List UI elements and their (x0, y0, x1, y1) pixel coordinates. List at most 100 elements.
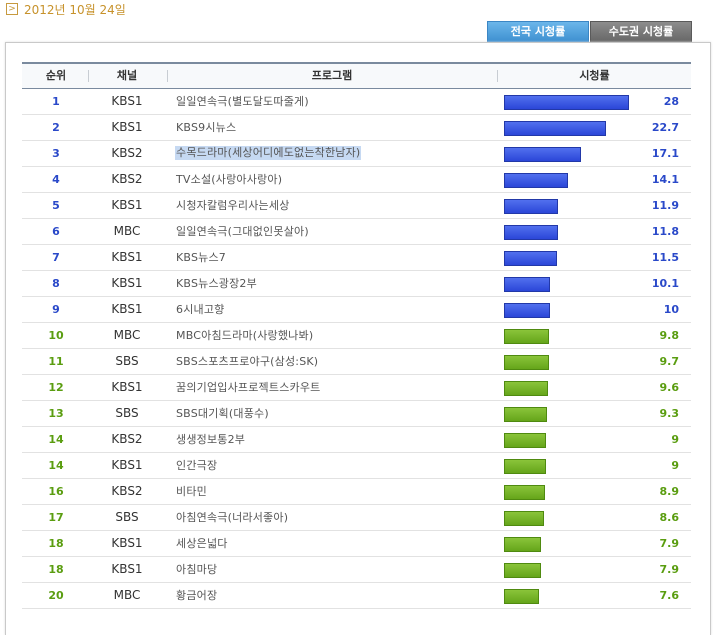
program-link[interactable]: 아침마당 (176, 563, 218, 576)
tab-capital-ratings[interactable]: 수도권 시청률 (590, 21, 692, 43)
table-row: 14 KBS1 인간극장 9 (22, 453, 691, 479)
channel-cell: KBS2 (111, 484, 143, 498)
rating-bar (504, 485, 545, 500)
table-row: 7 KBS1 KBS뉴스7 11.5 (22, 245, 691, 271)
channel-cell: KBS1 (111, 562, 143, 576)
column-header-channel: 채널 (116, 69, 138, 82)
channel-cell: KBS1 (111, 458, 143, 472)
rating-bar (504, 329, 549, 344)
program-link[interactable]: 인간극장 (176, 459, 218, 472)
program-link[interactable]: 시청자칼럼우리사는세상 (176, 199, 290, 212)
rating-bar (504, 589, 539, 604)
table-row: 3 KBS2 수목드라마(세상어디에도없는착한남자) 17.1 (22, 141, 691, 167)
column-divider (497, 70, 498, 82)
rating-value: 9.6 (659, 381, 680, 394)
rank-cell: 1 (52, 95, 60, 108)
rating-value: 11.5 (651, 251, 679, 264)
rating-value: 9 (671, 433, 679, 446)
table-row: 10 MBC MBC아침드라마(사랑했나봐) 9.8 (22, 323, 691, 349)
rank-cell: 14 (48, 459, 64, 472)
ratings-panel (5, 42, 711, 635)
table-row: 17 SBS 아침연속극(너라서좋아) 8.6 (22, 505, 691, 531)
channel-cell: SBS (115, 354, 139, 368)
program-link[interactable]: 아침연속극(너라서좋아) (176, 511, 289, 524)
table-header: 순위 채널 프로그램 시청률 (22, 62, 691, 89)
rank-cell: 13 (48, 407, 64, 420)
table-row: 6 MBC 일일연속극(그대없인못살아) 11.8 (22, 219, 691, 245)
program-link[interactable]: 비타민 (176, 485, 207, 498)
table-row: 13 SBS SBS대기획(대풍수) 9.3 (22, 401, 691, 427)
channel-cell: KBS1 (111, 302, 143, 316)
rating-value: 9 (671, 459, 679, 472)
rating-value: 11.8 (651, 225, 679, 238)
rating-value: 8.6 (659, 511, 680, 524)
program-link[interactable]: 6시내고향 (176, 303, 225, 316)
program-link[interactable]: KBS뉴스광장2부 (176, 277, 257, 290)
channel-cell: KBS2 (111, 146, 143, 160)
rating-value: 7.9 (659, 563, 680, 576)
table-row: 14 KBS2 생생정보통2부 9 (22, 427, 691, 453)
channel-cell: SBS (115, 510, 139, 524)
rank-cell: 12 (48, 381, 64, 394)
rating-value: 8.9 (659, 485, 680, 498)
program-link[interactable]: 세상은넓다 (176, 537, 228, 550)
rank-cell: 18 (48, 563, 64, 576)
rating-bar (504, 511, 544, 526)
rating-bar (504, 381, 548, 396)
program-link[interactable]: 황금어장 (176, 589, 218, 602)
tab-national-ratings[interactable]: 전국 시청률 (487, 21, 589, 43)
channel-cell: MBC (113, 328, 141, 342)
channel-cell: KBS1 (111, 380, 143, 394)
channel-cell: KBS1 (111, 120, 143, 134)
channel-cell: KBS1 (111, 276, 143, 290)
rating-bar (504, 407, 547, 422)
rank-cell: 10 (48, 329, 64, 342)
program-link[interactable]: TV소설(사랑아사랑아) (176, 173, 283, 186)
channel-cell: KBS1 (111, 94, 143, 108)
table-row: 12 KBS1 꿈의기업입사프로젝트스카우트 9.6 (22, 375, 691, 401)
rating-value: 9.8 (659, 329, 680, 342)
program-link[interactable]: 꿈의기업입사프로젝트스카우트 (176, 381, 321, 394)
rating-bar (504, 459, 546, 474)
rating-bar (504, 147, 581, 162)
column-header-rank: 순위 (45, 69, 67, 82)
rank-cell: 8 (52, 277, 60, 290)
table-row: 1 KBS1 일일연속극(별도달도따줄게) 28 (22, 89, 691, 115)
rating-value: 7.9 (659, 537, 680, 550)
channel-cell: KBS1 (111, 536, 143, 550)
table-row: 2 KBS1 KBS9시뉴스 22.7 (22, 115, 691, 141)
channel-cell: SBS (115, 406, 139, 420)
program-link[interactable]: KBS뉴스7 (176, 251, 226, 264)
table-row: 9 KBS1 6시내고향 10 (22, 297, 691, 323)
channel-cell: KBS1 (111, 198, 143, 212)
table-row: 5 KBS1 시청자칼럼우리사는세상 11.9 (22, 193, 691, 219)
channel-cell: KBS2 (111, 172, 143, 186)
program-link[interactable]: 일일연속극(그대없인못살아) (176, 225, 309, 238)
program-link[interactable]: SBS스포츠프로야구(삼성:SK) (176, 355, 319, 368)
rank-cell: 18 (48, 537, 64, 550)
rating-value: 9.3 (659, 407, 680, 420)
table-body: 1 KBS1 일일연속극(별도달도따줄게) 28 2 KBS1 KBS9시뉴스 22.7 3 KB… (22, 89, 691, 609)
rating-bar (504, 199, 558, 214)
rating-bar (504, 433, 546, 448)
rating-value: 17.1 (651, 147, 679, 160)
rank-cell: 2 (52, 121, 60, 134)
rating-bar (504, 173, 568, 188)
table-row: 18 KBS1 아침마당 7.9 (22, 557, 691, 583)
rank-cell: 14 (48, 433, 64, 446)
tab-bar: 전국 시청률 수도권 시청률 (487, 21, 693, 43)
rank-cell: 6 (52, 225, 60, 238)
table-row: 8 KBS1 KBS뉴스광장2부 10.1 (22, 271, 691, 297)
table-row: 11 SBS SBS스포츠프로야구(삼성:SK) 9.7 (22, 349, 691, 375)
rating-value: 11.9 (651, 199, 679, 212)
date-label: 2012년 10월 24일 (24, 2, 126, 17)
program-link[interactable]: 생생정보통2부 (176, 433, 246, 446)
column-header-program: 프로그램 (311, 69, 353, 82)
program-link[interactable]: KBS9시뉴스 (176, 121, 237, 134)
program-link[interactable]: SBS대기획(대풍수) (176, 407, 269, 420)
rating-bar (504, 563, 541, 578)
program-link[interactable]: 일일연속극(별도달도따줄게) (176, 95, 309, 108)
program-link[interactable]: 수목드라마(세상어디에도없는착한남자) (175, 146, 362, 160)
rank-cell: 4 (52, 173, 60, 186)
program-link[interactable]: MBC아침드라마(사랑했나봐) (176, 329, 314, 342)
